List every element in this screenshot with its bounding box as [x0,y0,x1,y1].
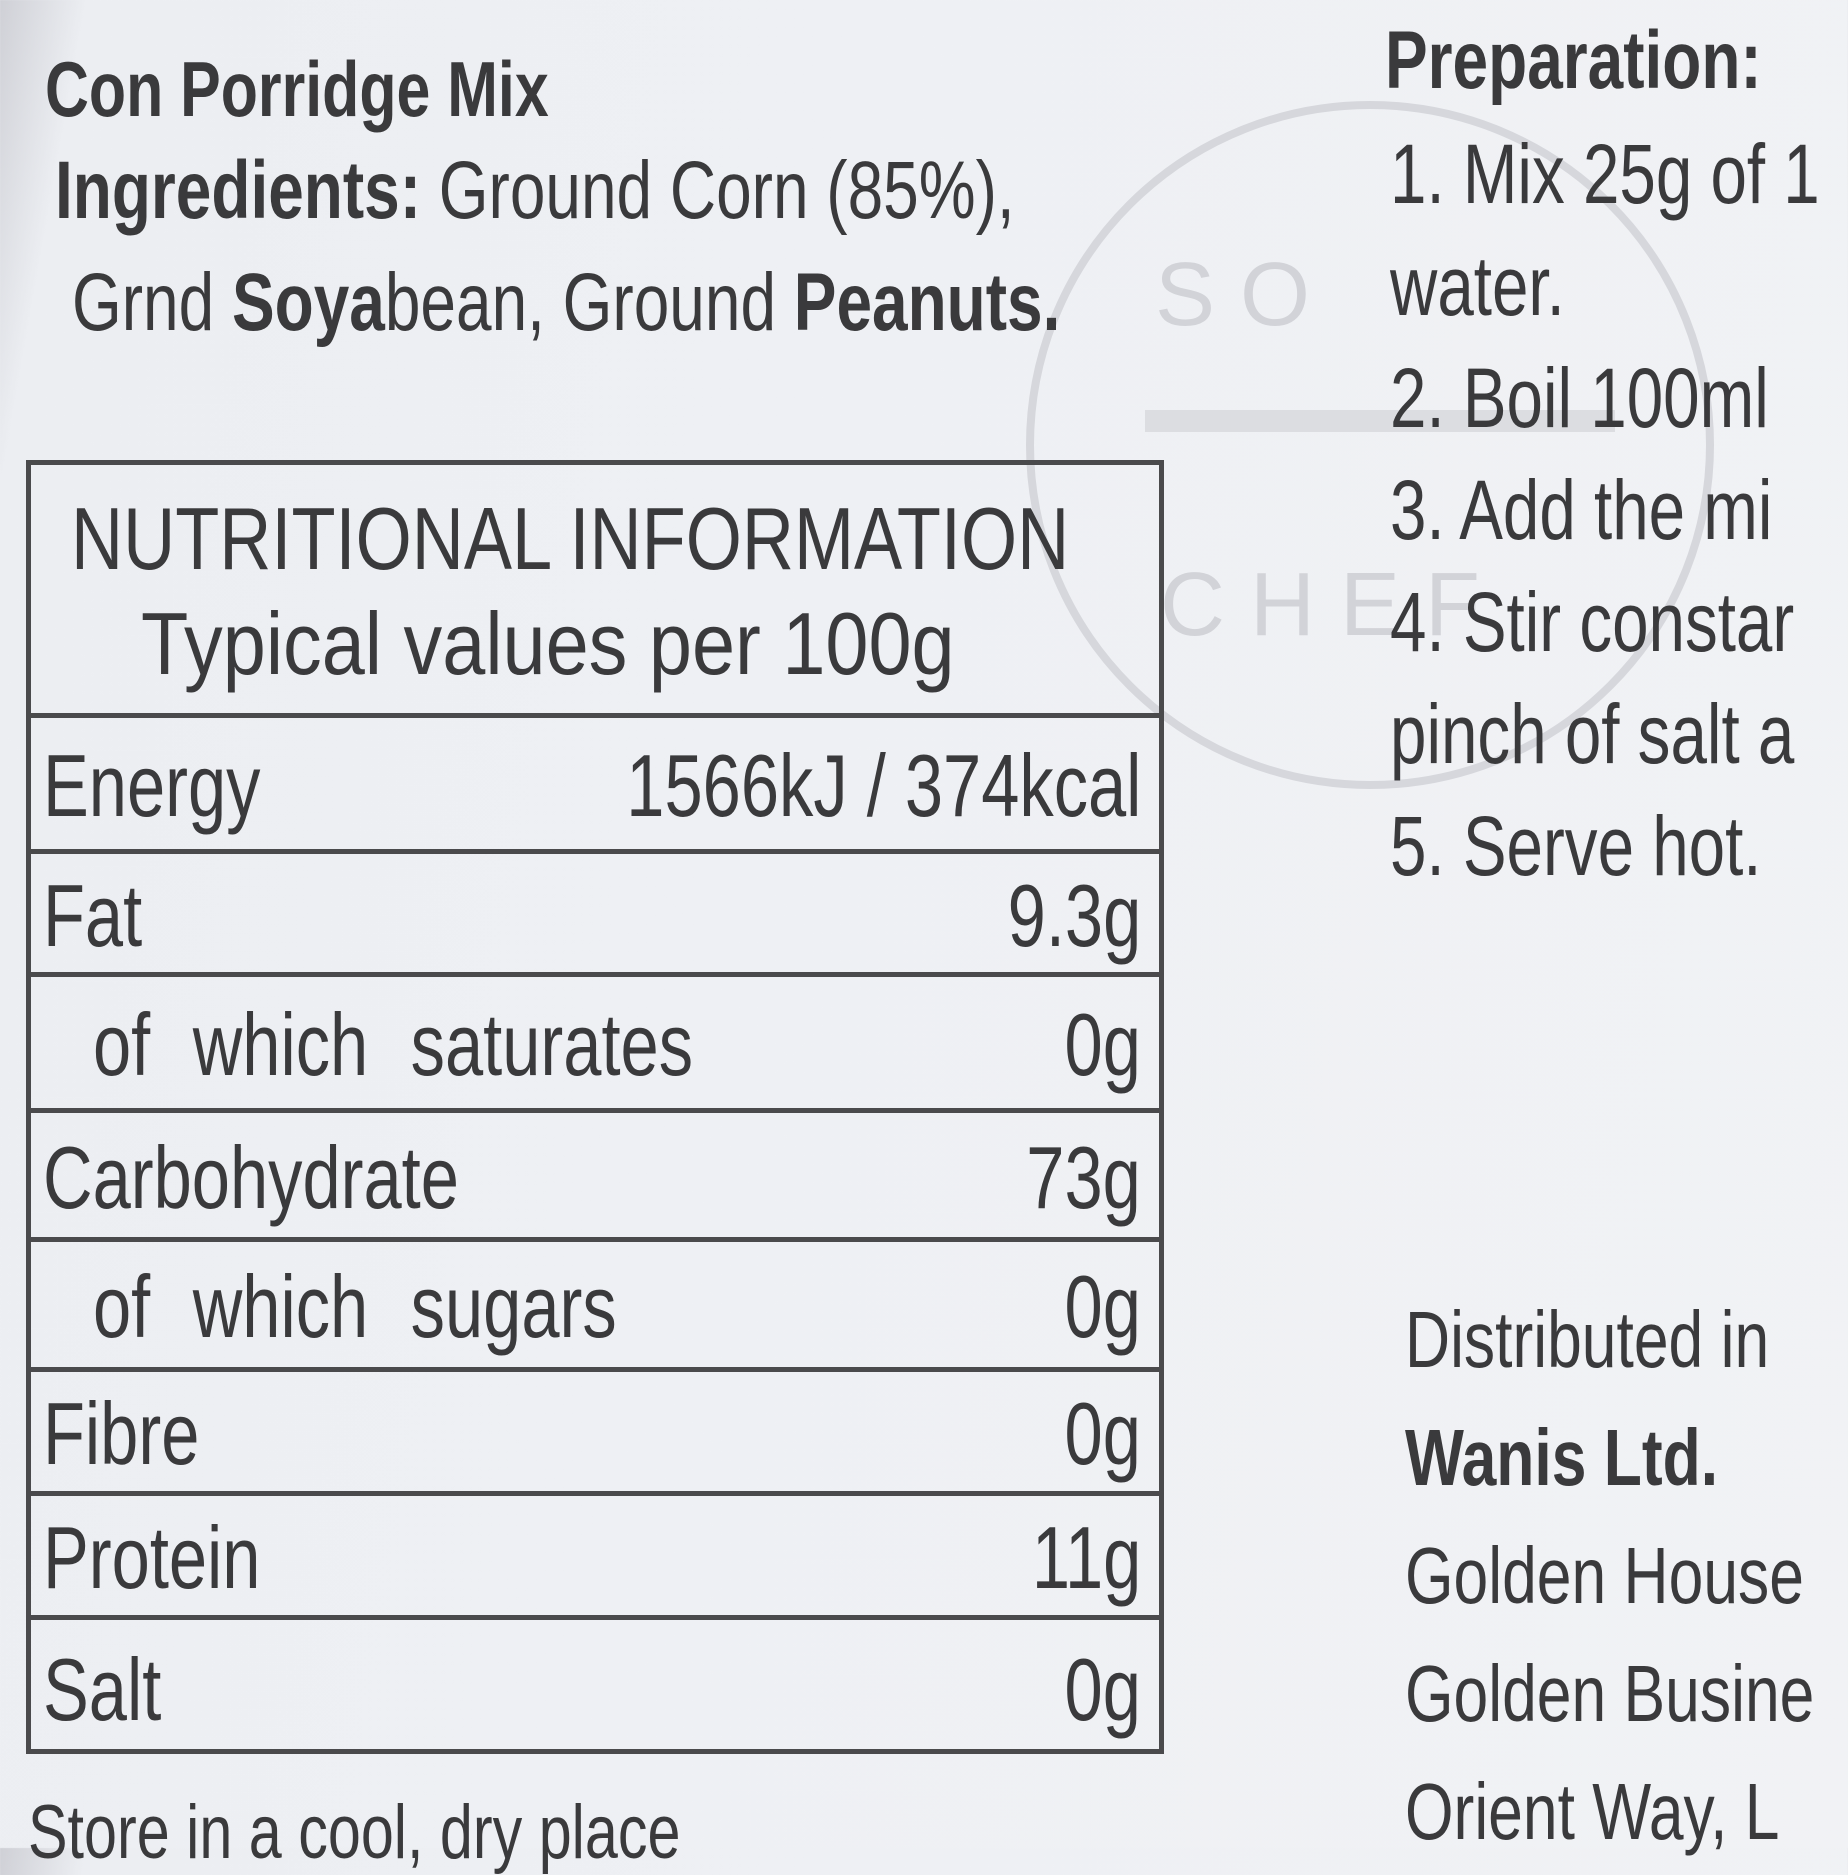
storage-note: Store in a cool, dry place [28,1790,681,1875]
row-divider [31,713,1159,718]
nutrient-label: Salt [43,1639,162,1739]
preparation-step: 1. Mix 25g of 1 [1390,127,1820,221]
nutrient-label: Fibre [43,1384,200,1483]
ingredient-text: bean, Ground [384,257,794,348]
watermark-text: S O [1155,245,1311,345]
ingredient-text: Ground Corn (85%), [438,145,1015,236]
row-divider [31,1491,1159,1496]
row-divider [31,1108,1159,1113]
ingredients-line: Grnd Soyabean, Ground Peanuts. [72,262,1060,344]
ingredient-text: Ingredients: [55,145,439,236]
nutrient-label: Protein [43,1508,261,1607]
table-subheading: Typical values per 100g [141,594,955,693]
distributor-line: Golden House [1405,1531,1804,1620]
ingredient-text: Peanuts. [793,257,1061,348]
nutrient-value: 0g [1064,1257,1141,1356]
product-title: Con Porridge Mix [45,45,549,133]
nutrient-value: 9.3g [1007,865,1141,965]
row-divider [31,1237,1159,1242]
nutrient-value: 0g [1064,1384,1141,1483]
nutrient-label: Carbohydrate [43,1127,459,1227]
preparation-title: Preparation: [1385,15,1762,106]
row-divider [31,849,1159,854]
row-divider [31,972,1159,977]
nutrient-value: 11g [1031,1508,1141,1607]
nutrient-value: 1566kJ / 374kcal [625,736,1141,835]
preparation-step: 3. Add the mi [1390,463,1773,557]
watermark-text: C H E F [1160,555,1481,655]
preparation-step: 2. Boil 100ml [1390,351,1769,445]
nutrient-label: Fat [43,865,143,965]
ingredient-text: Grnd [72,257,232,348]
row-divider [31,1367,1159,1372]
nutrient-label: Energy [43,736,261,835]
nutrient-label: of which saturates [93,995,694,1094]
distributor-line: Distributed in [1405,1295,1770,1384]
preparation-step: water. [1390,239,1565,333]
distributor-line: Orient Way, L [1405,1767,1780,1856]
distributor-line: Wanis Ltd. [1405,1413,1719,1502]
ingredients-line: Ingredients: Ground Corn (85%), [55,150,1015,232]
nutrient-value: 0g [1064,1639,1141,1739]
ingredient-text: Soya [231,257,385,348]
row-divider [31,1615,1159,1620]
nutrient-label: of which sugars [93,1257,617,1356]
preparation-step: pinch of salt a [1390,687,1795,781]
table-heading: NUTRITIONAL INFORMATION [71,489,1070,588]
preparation-step: 5. Serve hot. [1390,799,1762,893]
nutrient-value: 0g [1064,995,1141,1094]
preparation-step: 4. Stir constar [1390,575,1795,669]
distributor-line: Golden Busine [1405,1649,1815,1738]
nutrition-table: NUTRITIONAL INFORMATION Typical values p… [26,460,1164,1754]
nutrient-value: 73g [1026,1127,1141,1227]
